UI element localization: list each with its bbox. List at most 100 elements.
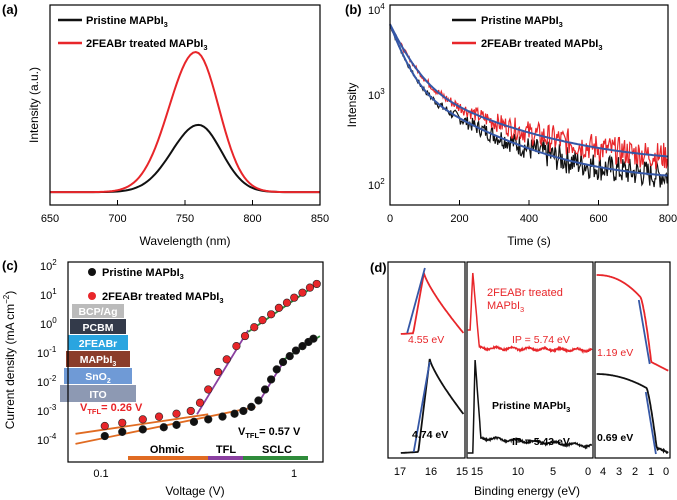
point-c-red — [267, 310, 276, 319]
panel-a-xticks: 650 700 750 800 850 — [41, 200, 329, 225]
panel-b-ytick-3: 103 — [368, 87, 385, 102]
point-c-red — [118, 418, 127, 427]
d-s2-tick-5: 5 — [550, 466, 556, 478]
vb-black-fit — [644, 391, 657, 455]
point-c-red — [172, 409, 181, 418]
a-xtick-label: 650 — [41, 213, 59, 225]
panel-c-points — [75, 279, 321, 445]
legend-b-black: Pristine MAPbI3 — [481, 15, 563, 29]
region-ohmic-label: Ohmic — [150, 444, 184, 456]
d-s2-tick-10: 10 — [512, 466, 524, 478]
panel-b-xlabel: Time (s) — [507, 234, 551, 248]
panel-b-yticks: 102 103 104 — [368, 2, 385, 192]
panel-a-frame — [49, 4, 321, 206]
a-xtick-label: 700 — [108, 213, 126, 225]
panel-c-ytick-m2: 10-2 — [37, 374, 57, 389]
panel-label-c: (c) — [2, 258, 18, 273]
cutoff-black-fit — [412, 361, 431, 453]
stack-mapbi3 — [66, 351, 130, 367]
cutoff-red-label: 4.55 eV — [408, 334, 444, 346]
panel-b-ytick-4: 104 — [368, 2, 385, 17]
stack-ito — [60, 385, 136, 402]
cutoff-red-fit — [406, 267, 426, 334]
point-c-black — [298, 341, 307, 351]
point-c-black — [218, 412, 227, 421]
region-tfl-bar — [208, 456, 243, 460]
d-s1-tick-17: 17 — [394, 466, 406, 478]
point-c-black — [309, 334, 318, 343]
point-c-black — [267, 375, 276, 384]
stack-pcbm-label: PCBM — [83, 322, 114, 334]
panel-c-xtick-0.1: 0.1 — [93, 468, 108, 480]
b-xtick-label: 400 — [520, 213, 538, 225]
legend-b-red: 2FEABr treated MAPbI3 — [481, 38, 603, 52]
vb-black-label: 0.69 eV — [597, 432, 633, 444]
stack-mapbi3-label: MAPbI3 — [80, 354, 117, 368]
device-stack: BCP/Ag PCBM 2FEABr MAPbI3 SnO2 ITO — [60, 304, 136, 402]
panel-c-ytick-m3: 10-3 — [37, 403, 57, 418]
d-s3-tick-4: 4 — [600, 466, 606, 478]
d-s2-tick-0: 0 — [585, 466, 591, 478]
panel-b-curves — [389, 23, 669, 188]
stack-sno2-label: SnO2 — [85, 371, 111, 385]
d-s3-tick-0: 0 — [663, 466, 669, 478]
vtfl-red-label: VTFL= 0.26 V — [80, 402, 143, 416]
region-ohmic-bar — [128, 456, 208, 460]
point-c-black — [138, 425, 147, 434]
point-c-red — [290, 293, 299, 302]
a-xtick-label: 800 — [243, 213, 261, 225]
point-c-red — [154, 412, 164, 421]
panel-c-xtick-1: 1 — [291, 468, 297, 480]
point-c-red — [213, 367, 223, 377]
region-sclc-bar — [243, 456, 308, 460]
panel-c-ytick-m1: 10-1 — [37, 345, 57, 360]
panel-c-frame — [67, 261, 324, 463]
panel-d-sub1-frame — [387, 261, 466, 459]
decay-b-red — [389, 23, 669, 170]
panel-c-ylabel: Current density (mA cm−2) — [2, 291, 17, 430]
legend-a-red: 2FEABr treated MAPbI3 — [86, 38, 208, 52]
cutoff-black-curve — [400, 358, 465, 454]
panel-b-xticks: 0 200 400 600 800 — [387, 200, 677, 225]
panel-label-b: (b) — [345, 2, 362, 17]
panel-d: 4.55 eV 4.74 eV 2FEABr treated MAPbI3 IP… — [387, 261, 671, 498]
point-c-red — [222, 355, 231, 364]
curve-a-black — [50, 123, 320, 194]
ip-black-label: IP = 5.43 eV — [512, 436, 570, 448]
panel-a-xlabel: Wavelength (nm) — [140, 234, 231, 248]
legend-a-black: Pristine MAPbI3 — [86, 15, 168, 29]
curve-a-red — [50, 50, 320, 194]
stack-bcp-ag-label: BCP/Ag — [78, 306, 117, 318]
panel-c-ytick-1: 101 — [40, 287, 57, 302]
point-c-black — [230, 409, 239, 418]
fit-b-black — [389, 23, 669, 177]
vb-red-fit — [637, 299, 651, 365]
panel-label-d: (d) — [370, 260, 387, 275]
a-xtick-label: 850 — [311, 213, 329, 225]
point-c-red — [195, 398, 205, 407]
region-tfl-label: TFL — [216, 444, 236, 456]
red-sample-label-2: MAPbI3 — [487, 300, 524, 314]
black-sample-label: Pristine MAPbI3 — [492, 400, 570, 414]
panel-d-xlabel: Binding energy (eV) — [474, 484, 580, 498]
stack-2feabr-label: 2FEABr — [79, 338, 118, 350]
point-c-red — [298, 288, 307, 297]
point-c-red — [282, 298, 292, 307]
panel-c-ytick-m4: 10-4 — [37, 432, 57, 447]
panel-b-ylabel: Intensity — [345, 83, 359, 128]
legend-c-black: Pristine MAPbI3 — [102, 267, 184, 281]
point-c-black — [291, 346, 301, 355]
panel-d-sub3-frame — [594, 261, 671, 459]
a-xtick-label: 750 — [176, 213, 194, 225]
panel-d-xticks: 17 16 15 15 10 5 0 4 3 2 1 0 — [394, 466, 669, 478]
panel-c-ytick-0: 100 — [40, 316, 57, 331]
point-c-black — [272, 365, 281, 374]
point-c-red — [186, 406, 195, 416]
panel-label-a: (a) — [2, 2, 18, 17]
d-s3-tick-3: 3 — [616, 466, 622, 478]
panel-b: Pristine MAPbI3 2FEABr treated MAPbI3 10… — [345, 2, 677, 248]
b-xtick-label: 800 — [659, 213, 677, 225]
point-c-red — [312, 279, 321, 289]
point-c-black — [278, 357, 288, 367]
